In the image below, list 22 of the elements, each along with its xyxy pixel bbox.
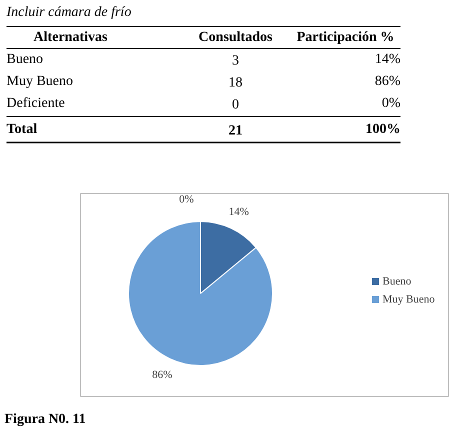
legend-label: Bueno [382,276,412,288]
text: Muy Bueno [6,74,73,89]
text: 100% [366,122,400,137]
text: 18 [228,76,242,90]
text: Incluir cámara de frío [6,5,132,20]
text: 3 [232,54,239,68]
text: 0% [179,194,194,206]
data-label: 86% [152,368,172,381]
text: 0 [232,98,239,112]
text: 14% [374,52,401,67]
text: Total [6,122,38,137]
text: 86% [374,74,401,89]
text: Figura N0. 11 [4,412,86,427]
data-label: 14% [228,206,249,218]
text: Alternativas [34,30,108,45]
text: Consultados [198,30,274,45]
legend-label: Muy Bueno [382,294,436,306]
text: Participación % [296,30,394,45]
text: 21 [228,124,242,138]
text: Deficiente [6,96,65,111]
text: 0% [382,96,401,111]
text: Bueno [6,52,44,67]
